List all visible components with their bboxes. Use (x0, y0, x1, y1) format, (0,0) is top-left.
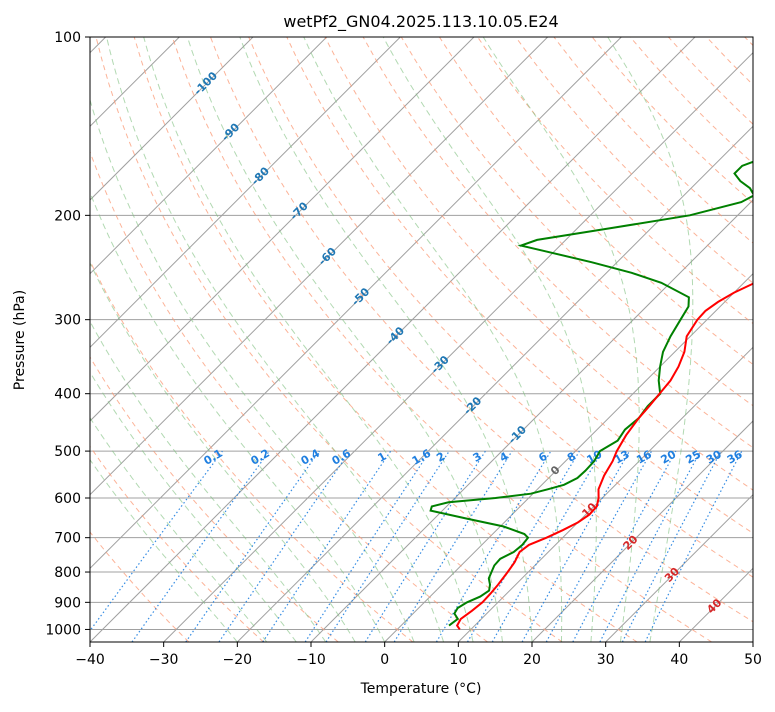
moist-adiabat-line (37, 114, 355, 642)
x-tick-label: 30 (597, 652, 615, 668)
y-axis-ticks: 100 200 300 400 500 600 700 800 900 1000 (45, 30, 90, 638)
y-tick-label: 400 (54, 387, 81, 403)
mixing-ratio-line (326, 451, 449, 642)
y-tick-label: 800 (54, 565, 81, 581)
dry-adiabat-line (554, 37, 775, 642)
y-tick-label: 200 (54, 208, 81, 224)
isotherm-line (385, 37, 775, 642)
isotherm-line (0, 37, 327, 642)
dry-adiabat-line (0, 37, 338, 642)
isotherm-line (679, 37, 775, 642)
mixing-ratio-line (600, 451, 701, 642)
dry-adiabat-line (0, 37, 264, 642)
dry-adiabat-line (20, 37, 413, 642)
y-axis-title: Pressure (hPa) (12, 290, 28, 390)
x-tick-label: 40 (670, 652, 688, 668)
temperature-profile-line (457, 37, 775, 629)
x-tick-label: 10 (449, 652, 467, 668)
y-tick-label: 700 (54, 531, 81, 547)
y-tick-label: 300 (54, 313, 81, 329)
isotherm-line (237, 37, 775, 642)
y-tick-label: 600 (54, 491, 81, 507)
mixing-ratio-line (82, 451, 223, 642)
moist-adiabat-line (608, 37, 693, 642)
x-tick-label: −40 (75, 652, 105, 668)
isotherm-line (311, 37, 775, 642)
mixing-ratio-label: 8 (565, 450, 578, 465)
moist-adiabats (0, 37, 693, 642)
dry-adiabat-line (707, 37, 775, 642)
isotherm-line (16, 37, 621, 642)
isotherm-line (753, 37, 775, 642)
isotherm-line (164, 37, 769, 642)
mixing-ratio-line (468, 451, 580, 642)
x-tick-label: −20 (223, 652, 253, 668)
chart-title: wetPf2_GN04.2025.113.10.05.E24 (283, 12, 558, 32)
x-tick-label: −30 (149, 652, 179, 668)
isotherm-line (0, 37, 253, 642)
isotherm-line (458, 37, 775, 642)
dry-adiabat-line (668, 37, 775, 642)
mixing-ratio-label: 30 (704, 448, 724, 467)
dry-adiabat-line (745, 37, 775, 642)
mixing-ratio-label: 36 (725, 448, 745, 467)
mixing-ratio-label: 0.4 (299, 446, 323, 467)
moist-adiabat-line (0, 150, 296, 642)
y-tick-label: 100 (54, 30, 81, 46)
mixing-ratio-lines (82, 451, 742, 642)
y-tick-label: 900 (54, 595, 81, 611)
plot-frame (90, 37, 753, 642)
mixing-ratio-label: 6 (536, 449, 549, 464)
mixing-ratio-label: 4 (497, 449, 510, 464)
dry-adiabat-line (58, 37, 488, 642)
dry-adiabat-line (0, 37, 189, 642)
x-axis-ticks: −40 −30 −20 −10 0 10 20 30 40 50 (75, 642, 762, 668)
moist-adiabat-line (304, 37, 562, 642)
moist-adiabat-line (59, 94, 385, 642)
y-tick-label: 1000 (45, 622, 81, 638)
mixing-ratio-label: 0.1 (201, 447, 224, 468)
x-tick-label: −10 (296, 652, 326, 668)
mixing-ratio-label: 1 (376, 450, 389, 465)
mixing-ratio-line (263, 451, 391, 642)
x-tick-label: 0 (380, 652, 389, 668)
x-tick-label: 50 (744, 652, 762, 668)
x-axis-title: Temperature (°C) (360, 681, 482, 697)
mixing-ratio-label: 25 (683, 448, 703, 467)
mixing-ratio-label: 3 (471, 450, 484, 465)
pressure-gridlines (90, 37, 753, 629)
y-tick-label: 500 (54, 444, 81, 460)
x-tick-label: 20 (523, 652, 541, 668)
mixing-ratio-label: 20 (659, 448, 679, 467)
isotherm-line (0, 37, 400, 642)
dry-adiabat-line (516, 37, 775, 642)
mixing-ratio-label: 0.2 (248, 447, 271, 468)
moist-adiabat-line (0, 181, 237, 642)
dry-adiabat-line (592, 37, 775, 642)
